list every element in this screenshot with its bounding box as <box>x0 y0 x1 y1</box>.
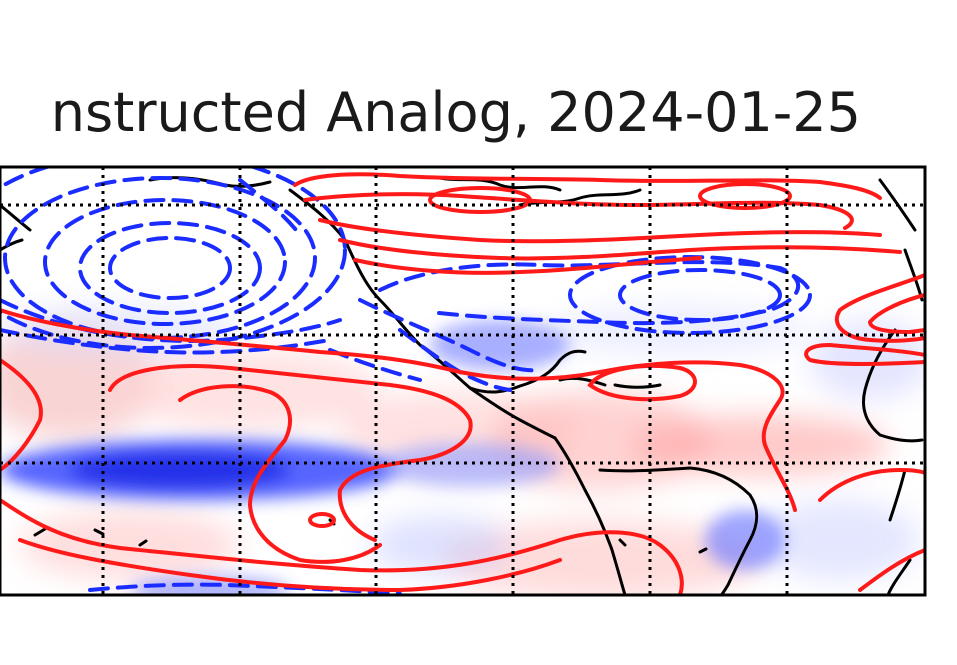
map-frame <box>0 165 927 597</box>
positive-contours <box>0 172 925 595</box>
anomaly-shading <box>0 305 925 595</box>
coast-islands <box>33 518 708 554</box>
coast-asia <box>0 203 32 252</box>
figure-title-clip: nstructed Analog, 2024-01-25 <box>0 0 957 160</box>
coast-africa <box>862 328 924 443</box>
map-content <box>0 167 925 595</box>
coast-central-america <box>468 386 557 440</box>
negative-contours <box>0 167 812 595</box>
coastlines <box>0 176 924 595</box>
coast-africa-south <box>886 468 912 595</box>
coast-south-america-east <box>598 466 759 595</box>
graticule <box>0 167 925 595</box>
figure-title: nstructed Analog, 2024-01-25 <box>50 81 861 144</box>
